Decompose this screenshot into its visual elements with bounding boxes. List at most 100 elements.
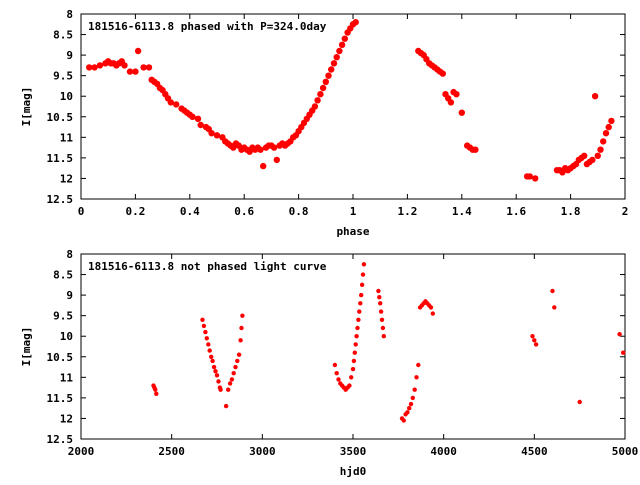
phased-y-tick-label: 12 [60, 172, 73, 185]
phased-x-tick-label: 1.6 [506, 205, 526, 218]
phased-x-tick-label: 2 [622, 205, 629, 218]
phased-data-point [197, 121, 204, 129]
unphased-y-tick-label: 8.5 [53, 269, 73, 282]
phased-data-point [134, 47, 142, 55]
phased-data-point [273, 156, 280, 164]
phased-data-point [173, 101, 180, 108]
unphased-y-tick-label: 11 [60, 371, 74, 384]
unphased-data-point [236, 352, 242, 357]
unphased-data-point [153, 387, 158, 392]
phased-data-point [132, 68, 139, 75]
phased-data-point [86, 64, 93, 71]
phased-x-axis-label: phase [336, 225, 369, 238]
unphased-data-point [223, 403, 229, 409]
unphased-y-tick-label: 12 [60, 412, 73, 425]
unphased-data-point [378, 309, 384, 314]
unphased-data-point [358, 301, 363, 306]
phased-data-point [532, 175, 539, 182]
phased-y-tick-label: 9 [66, 49, 73, 62]
phased-x-tick-label: 1 [350, 205, 357, 218]
phased-data-point [328, 66, 335, 73]
phased-x-tick-label: 1.4 [452, 205, 472, 218]
phased-axis-ticks: 0 0.2 0.4 0.6 0.8 1 1.2 1.4 1.6 1.8 2 8 8.5 9 9.5 10 10.… [47, 8, 629, 218]
unphased-data-point [227, 381, 233, 386]
phased-data-point [594, 152, 601, 159]
unphased-data-point [154, 391, 159, 396]
unphased-data-point [355, 325, 360, 331]
unphased-data-point [401, 418, 406, 423]
phased-data-point [317, 91, 324, 98]
phased-x-tick-label: 0 [78, 205, 85, 218]
unphased-data-point [353, 342, 358, 347]
phased-data-point [91, 64, 98, 71]
phased-y-tick-label: 10.5 [47, 111, 74, 124]
unphased-data-point [379, 317, 385, 322]
unphased-x-tick-label: 3000 [249, 445, 276, 458]
phased-data-point [213, 132, 221, 139]
phased-data-point [526, 173, 533, 180]
unphased-data-point [210, 358, 215, 364]
unphased-data-point [216, 379, 221, 384]
unphased-data-point [533, 342, 539, 347]
phased-data-point [96, 62, 104, 69]
unphased-data-point [428, 305, 434, 310]
phased-data-point [126, 68, 134, 75]
phased-data-point [591, 93, 599, 100]
phased-data-point [167, 99, 174, 106]
unphased-plot-frame [80, 253, 626, 440]
phased-data-point [333, 54, 340, 61]
unphased-x-tick-label: 2000 [68, 445, 95, 458]
unphased-data-point [378, 301, 383, 306]
phased-data-point [257, 146, 264, 153]
unphased-x-tick-label: 3500 [340, 445, 367, 458]
phased-data-point [472, 146, 479, 153]
phased-x-tick-label: 0.6 [234, 205, 254, 218]
phased-data-point [453, 91, 460, 98]
unphased-data-point [552, 305, 557, 310]
unphased-data-point [407, 406, 412, 411]
unphased-x-tick-label: 4000 [430, 445, 457, 458]
unphased-axis-ticks: 2000 2500 3000 3500 4000 4500 5000 8 8.5 9 9.5 10 10… [47, 248, 639, 458]
unphased-data-point [410, 395, 415, 401]
unphased-data-point [405, 410, 410, 415]
unphased-data-point [213, 369, 218, 374]
unphased-data-point [240, 313, 245, 318]
unphased-data-point [239, 325, 244, 331]
unphased-data-point [349, 375, 354, 380]
phased-y-axis-label: I[mag] [20, 87, 33, 127]
unphased-data-point [235, 358, 240, 364]
unphased-data-point [231, 371, 236, 376]
unphased-data-point [530, 334, 535, 339]
phased-x-tick-label: 0.2 [125, 205, 145, 218]
unphased-data-point [416, 362, 421, 368]
unphased-y-tick-label: 8 [66, 248, 73, 261]
unphased-x-tick-label: 4500 [521, 445, 548, 458]
unphased-y-tick-label: 10.5 [47, 351, 74, 364]
unphased-data-point [203, 329, 208, 335]
phased-data-point [319, 84, 327, 92]
phased-data-point [341, 35, 348, 42]
unphased-data-point [336, 377, 341, 382]
unphased-data-point [412, 387, 417, 392]
phased-x-tick-label: 0.8 [289, 205, 309, 218]
unphased-data-point [361, 262, 367, 267]
unphased-y-axis-label: I[mag] [20, 327, 33, 367]
phased-data-point [602, 130, 610, 137]
phased-x-tick-label: 1.8 [561, 205, 581, 218]
unphased-data-point [204, 336, 209, 341]
phased-y-tick-label: 11.5 [47, 152, 74, 165]
unphased-data-point [357, 309, 362, 314]
unphased-data-point [380, 325, 386, 331]
unphased-data-point [408, 401, 414, 407]
unphased-data-point [229, 377, 235, 382]
unphased-data-point [332, 362, 338, 368]
unphased-y-tick-label: 10 [60, 330, 73, 343]
unphased-data-points [151, 262, 626, 423]
unphased-data-point [359, 282, 365, 287]
phased-data-point [145, 64, 153, 71]
unphased-data-point [206, 342, 211, 347]
phased-x-tick-label: 1.2 [397, 205, 417, 218]
unphased-y-tick-label: 12.5 [47, 433, 74, 446]
phased-data-point [608, 117, 615, 125]
